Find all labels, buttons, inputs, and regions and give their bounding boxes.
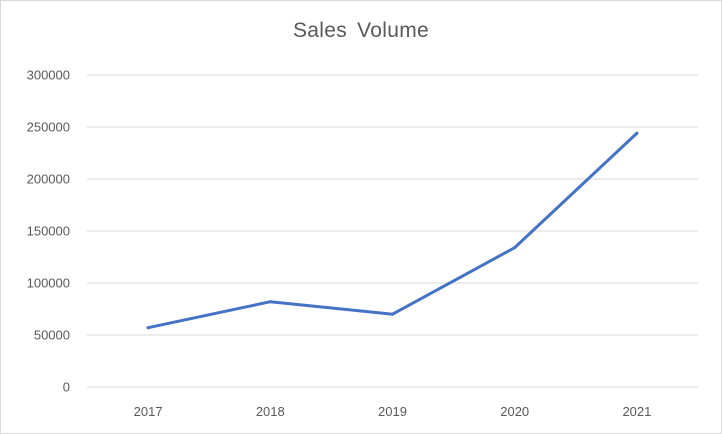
chart-title: Sales Volume [292, 19, 429, 42]
y-tick-label: 150000 [27, 224, 70, 239]
gridlines [87, 74, 698, 388]
x-tick-label: 2021 [622, 404, 651, 419]
y-tick-label: 100000 [27, 276, 70, 291]
y-tick-label: 50000 [34, 328, 70, 343]
x-tick-label: 2020 [500, 404, 529, 419]
y-tick-label: 0 [63, 380, 70, 395]
series-line-0 [146, 131, 639, 330]
x-tick-label: 2018 [256, 404, 285, 419]
data-point-2020 [513, 246, 517, 250]
x-axis-tick-labels: 2017 2018 2019 2020 2021 [134, 404, 652, 419]
y-axis-tick-labels: 0 50000 100000 150000 200000 250000 300000 [27, 68, 70, 395]
data-point-2018 [268, 300, 272, 304]
data-point-2019 [391, 312, 394, 316]
data-point-2021 [635, 131, 639, 135]
y-tick-label: 300000 [27, 68, 70, 83]
y-tick-label: 200000 [27, 172, 70, 187]
x-tick-label: 2017 [134, 404, 163, 419]
x-tick-label: 2019 [378, 404, 407, 419]
series-layer [146, 131, 639, 330]
data-point-2017 [146, 326, 150, 330]
y-tick-label: 250000 [27, 120, 70, 135]
